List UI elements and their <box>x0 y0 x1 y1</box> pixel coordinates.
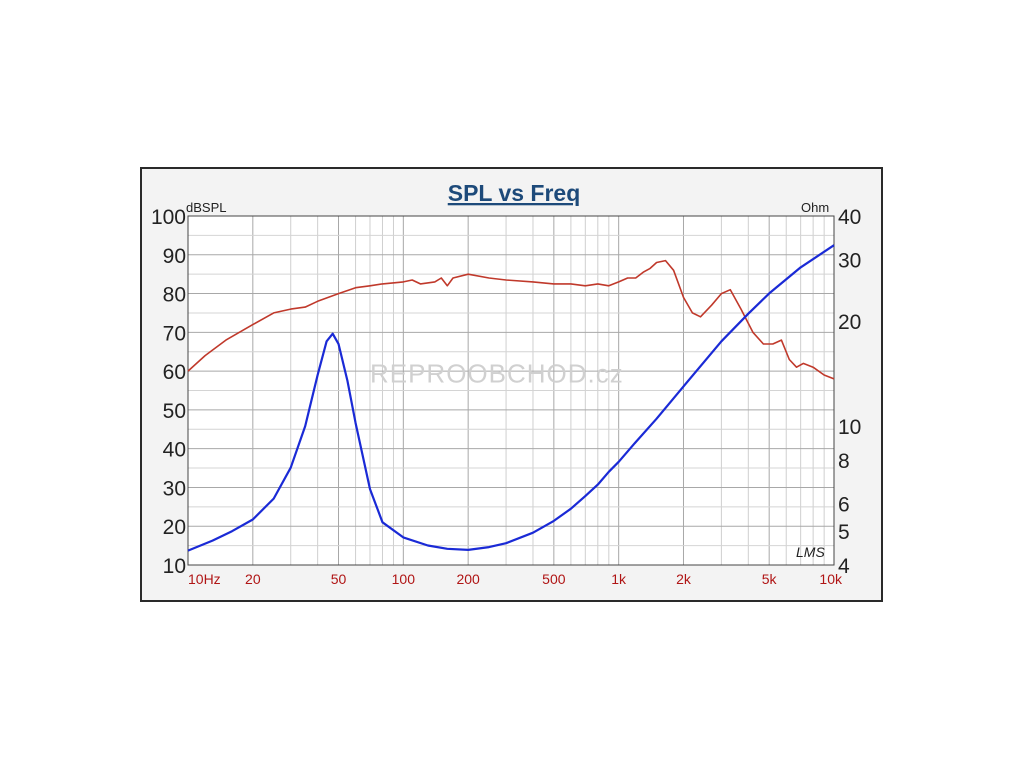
watermark-text: REPROOBCHOD.cz <box>370 359 624 389</box>
chart-title: SPL vs Freq <box>448 180 581 206</box>
left-tick-label: 70 <box>163 322 186 345</box>
x-tick-label: 5k <box>762 571 778 587</box>
impedance-curve <box>187 244 835 552</box>
x-tick-label: 100 <box>392 571 416 587</box>
x-tick-label: 50 <box>331 571 347 587</box>
right-axis-unit: Ohm <box>801 200 829 215</box>
left-tick-label: 20 <box>163 516 186 539</box>
left-tick-label: 60 <box>163 361 186 384</box>
left-axis-unit: dBSPL <box>186 200 226 215</box>
right-tick-label: 10 <box>838 416 861 439</box>
x-tick-label: 20 <box>245 571 261 587</box>
series-group <box>187 244 835 552</box>
x-axis-ticks: 10Hz 20 50 100 200 500 1k 2k 5k 10k <box>188 571 843 587</box>
x-tick-label: 2k <box>676 571 692 587</box>
right-axis-ticks: 40 30 20 10 8 6 5 4 <box>838 206 861 578</box>
left-tick-label: 50 <box>163 400 186 423</box>
plot-area-border <box>187 215 835 566</box>
right-tick-label: 6 <box>838 494 850 517</box>
left-tick-label: 100 <box>151 206 186 229</box>
right-tick-label: 5 <box>838 521 850 544</box>
signature-text: LMS <box>796 544 825 560</box>
left-tick-label: 30 <box>163 477 186 500</box>
right-tick-label: 30 <box>838 250 861 273</box>
left-axis-ticks: 100 90 80 70 60 50 40 30 20 10 <box>151 206 186 578</box>
x-tick-label: 10Hz <box>188 571 221 587</box>
right-tick-label: 8 <box>838 450 850 473</box>
x-tick-label: 1k <box>611 571 627 587</box>
grid <box>188 216 834 565</box>
left-tick-label: 10 <box>163 555 186 578</box>
left-tick-label: 40 <box>163 439 186 462</box>
right-tick-label: 40 <box>838 206 861 229</box>
left-tick-label: 90 <box>163 245 186 268</box>
chart-frame: SPL vs Freq dBSPL Ohm REPROOBCHOD.cz 100… <box>140 167 883 602</box>
x-tick-label: 500 <box>542 571 566 587</box>
x-tick-label: 200 <box>456 571 480 587</box>
right-tick-label: 4 <box>838 555 850 578</box>
spl-curve <box>187 259 835 380</box>
left-tick-label: 80 <box>163 284 186 307</box>
right-tick-label: 20 <box>838 311 861 334</box>
spl-impedance-chart: SPL vs Freq dBSPL Ohm REPROOBCHOD.cz 100… <box>151 180 861 587</box>
x-tick-label: 10k <box>819 571 843 587</box>
